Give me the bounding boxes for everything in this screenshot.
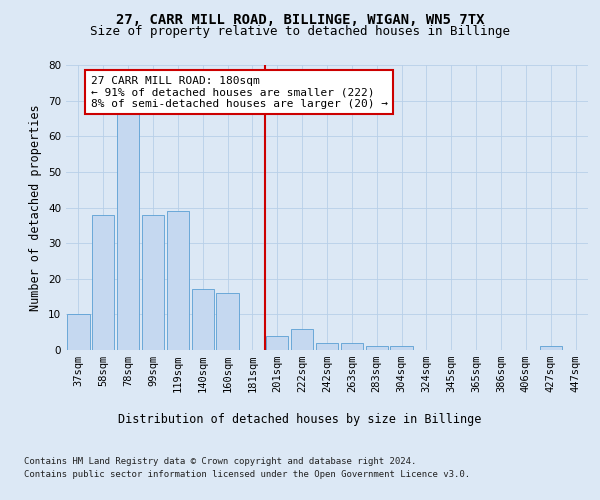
Bar: [539, 346, 562, 350]
Bar: [117, 108, 139, 350]
Bar: [365, 346, 388, 350]
Bar: [291, 328, 313, 350]
Bar: [266, 336, 289, 350]
Bar: [142, 214, 164, 350]
Bar: [316, 343, 338, 350]
Text: Contains public sector information licensed under the Open Government Licence v3: Contains public sector information licen…: [24, 470, 470, 479]
Bar: [391, 346, 413, 350]
Text: 27 CARR MILL ROAD: 180sqm
← 91% of detached houses are smaller (222)
8% of semi-: 27 CARR MILL ROAD: 180sqm ← 91% of detac…: [91, 76, 388, 109]
Bar: [341, 343, 363, 350]
Y-axis label: Number of detached properties: Number of detached properties: [29, 104, 43, 311]
Bar: [191, 290, 214, 350]
Bar: [217, 293, 239, 350]
Text: Size of property relative to detached houses in Billinge: Size of property relative to detached ho…: [90, 25, 510, 38]
Bar: [167, 211, 189, 350]
Text: Contains HM Land Registry data © Crown copyright and database right 2024.: Contains HM Land Registry data © Crown c…: [24, 458, 416, 466]
Text: Distribution of detached houses by size in Billinge: Distribution of detached houses by size …: [118, 412, 482, 426]
Text: 27, CARR MILL ROAD, BILLINGE, WIGAN, WN5 7TX: 27, CARR MILL ROAD, BILLINGE, WIGAN, WN5…: [116, 12, 484, 26]
Bar: [92, 214, 115, 350]
Bar: [67, 314, 89, 350]
